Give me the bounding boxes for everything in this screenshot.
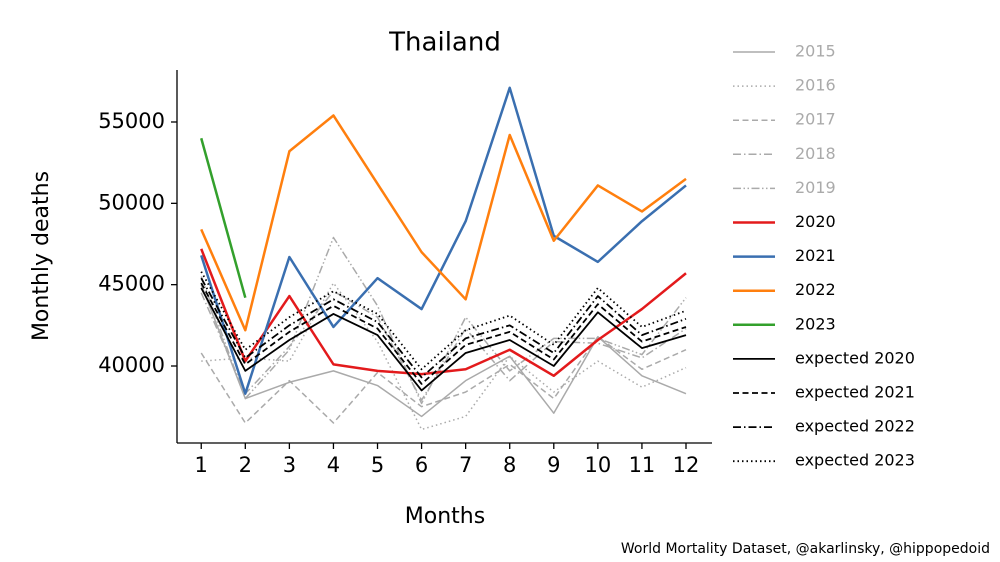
y-tick-label: 45000 xyxy=(98,272,165,296)
y-tick-label: 40000 xyxy=(98,353,165,377)
legend-label: 2016 xyxy=(795,76,836,95)
x-tick-label: 12 xyxy=(673,453,700,477)
legend-label: 2022 xyxy=(795,280,836,299)
series-line xyxy=(200,86,687,395)
x-tick-label: 9 xyxy=(547,453,560,477)
x-tick-label: 3 xyxy=(283,453,296,477)
x-tick-label: 1 xyxy=(195,453,208,477)
legend-label: expected 2021 xyxy=(795,383,915,402)
series-line xyxy=(200,114,687,332)
source-note: World Mortality Dataset, @akarlinsky, @h… xyxy=(621,541,990,557)
legend-label: expected 2020 xyxy=(795,348,915,367)
x-tick-label: 7 xyxy=(459,453,472,477)
x-tick-label: 6 xyxy=(415,453,428,477)
legend-label: expected 2023 xyxy=(795,451,915,470)
x-tick-label: 10 xyxy=(584,453,611,477)
legend-label: 2018 xyxy=(795,144,836,163)
legend-label: 2019 xyxy=(795,178,836,197)
legend-label: 2021 xyxy=(795,246,836,265)
x-tick-label: 4 xyxy=(327,453,340,477)
series-line xyxy=(200,287,687,392)
y-axis-label: Monthly deaths xyxy=(29,171,54,341)
legend-label: 2017 xyxy=(795,110,836,129)
legend-label: 2023 xyxy=(795,314,836,333)
series-line xyxy=(200,282,687,385)
series-line xyxy=(201,282,687,431)
x-tick-label: 8 xyxy=(503,453,516,477)
legend-label: 2015 xyxy=(795,42,836,61)
series-line xyxy=(200,284,687,418)
legend-label: 2020 xyxy=(795,212,836,231)
y-tick-label: 55000 xyxy=(98,109,165,133)
series-line xyxy=(200,236,687,405)
legend-label: expected 2022 xyxy=(795,417,915,436)
series-line xyxy=(200,290,687,401)
x-tick-label: 11 xyxy=(629,453,656,477)
x-tick-label: 5 xyxy=(371,453,384,477)
series-line xyxy=(200,335,687,424)
x-tick-label: 2 xyxy=(239,453,252,477)
x-axis-label: Months xyxy=(405,504,485,529)
series-line xyxy=(200,137,247,299)
series-line xyxy=(200,277,687,379)
y-tick-label: 50000 xyxy=(98,190,165,214)
series-line xyxy=(200,271,687,371)
chart-title: Thailand xyxy=(388,28,501,58)
